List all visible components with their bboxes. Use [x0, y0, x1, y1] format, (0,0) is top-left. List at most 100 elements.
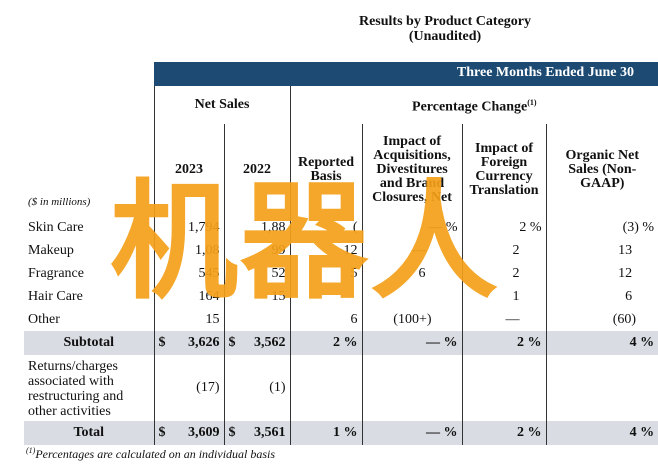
- cell-2022: 1,88: [223, 216, 291, 239]
- returns-acq: [361, 355, 463, 421]
- cell-acq: [361, 285, 463, 308]
- total-acq-value: —: [426, 425, 441, 440]
- cell-organic: 13: [545, 239, 658, 262]
- returns-organic: [545, 355, 658, 421]
- returns-2022: (1): [223, 355, 291, 421]
- total-2023: $3,609: [153, 421, 224, 445]
- total-organic-value: 4: [629, 425, 637, 440]
- cell-reported: 12: [289, 239, 363, 262]
- watermark: 机器人: [110, 168, 501, 317]
- col-2022: 2022: [223, 124, 291, 216]
- subtotal-acq-value: —: [426, 335, 441, 350]
- percent-symbol: %: [640, 335, 655, 350]
- cell-fx: 2: [461, 262, 547, 285]
- percent-symbol: %: [343, 425, 358, 440]
- total-acq: — %: [361, 421, 463, 445]
- period-banner: Three Months Ended June 30: [154, 62, 658, 84]
- percent-symbol: %: [443, 335, 458, 350]
- banner-rule: [154, 84, 658, 86]
- subtotal-2023: $3,626: [153, 331, 224, 355]
- total-reported-value: 1: [333, 425, 341, 440]
- subtotal-reported-value: 2: [333, 335, 341, 350]
- pct-change-label: Percentage Change: [412, 99, 528, 115]
- row-label: Makeup: [28, 242, 74, 258]
- net-sales-group-header: Net Sales: [153, 86, 291, 124]
- row-label: Fragrance: [28, 265, 84, 281]
- cell-reported: 5: [289, 262, 363, 285]
- total-2023-value: 3,609: [188, 425, 220, 440]
- subtotal-2022: $3,562: [223, 331, 291, 355]
- cell-acq: — %: [361, 216, 463, 239]
- col-2023: 2023: [153, 124, 224, 216]
- returns-reported: [289, 355, 363, 421]
- subtotal-organic-value: 4: [629, 335, 637, 350]
- cell-reported: (: [289, 216, 363, 239]
- col-organic: Organic Net Sales (Non-GAAP): [545, 124, 658, 216]
- subtotal-organic: 4 %: [545, 331, 658, 355]
- row-label: Skin Care: [28, 219, 84, 235]
- subtotal-reported: 2 %: [289, 331, 363, 355]
- cell-2022: [223, 308, 291, 331]
- cell-reported: 6: [289, 308, 363, 331]
- cell-2023: 164: [153, 285, 224, 308]
- cell-2022: 99: [223, 239, 291, 262]
- currency-symbol: $: [158, 425, 166, 440]
- subtotal-2023-value: 3,626: [188, 335, 220, 350]
- total-reported: 1 %: [289, 421, 363, 445]
- total-row: Total $3,609 $3,561 1 % — % 2 % 4 %: [24, 421, 658, 445]
- table-row: Fragrance 545 52 5 6 2 12: [24, 262, 658, 285]
- cell-fx: 1: [461, 285, 547, 308]
- footnote-mark: (1): [26, 446, 36, 455]
- row-label: Hair Care: [28, 288, 83, 304]
- subtotal-fx: 2 %: [461, 331, 547, 355]
- cell-2023: 1,08: [153, 239, 224, 262]
- cell-organic: (3) %: [545, 216, 658, 239]
- cell-acq: 6: [361, 262, 463, 285]
- cell-2023: 1,794: [153, 216, 224, 239]
- cell-2023: 15: [153, 308, 224, 331]
- pct-change-group-header: Percentage Change(1): [289, 86, 658, 124]
- cell-organic: 12: [545, 262, 658, 285]
- subtotal-label: Subtotal: [24, 331, 154, 355]
- cell-organic: (60): [545, 308, 658, 331]
- percent-symbol: %: [527, 425, 542, 440]
- cell-2022: 15: [223, 285, 291, 308]
- row-label: Other: [28, 311, 60, 327]
- subtotal-row: Subtotal $3,626 $3,562 2 % — % 2 % 4 %: [24, 331, 658, 355]
- currency-symbol: $: [158, 335, 166, 350]
- cell-fx: 2 %: [461, 216, 547, 239]
- currency-symbol: $: [228, 335, 236, 350]
- cell-2023: 545: [153, 262, 224, 285]
- cell-fx: 2: [461, 239, 547, 262]
- table-row: Hair Care 164 15 1 6: [24, 285, 658, 308]
- total-label: Total: [24, 421, 154, 445]
- cell-organic: 6: [545, 285, 658, 308]
- table-row: Makeup 1,08 99 12 — 2 13: [24, 239, 658, 262]
- unit-label: ($ in millions): [28, 196, 91, 208]
- footnote-text: Percentages are calculated on an individ…: [35, 447, 276, 461]
- returns-fx: [461, 355, 547, 421]
- cell-2022: 52: [223, 262, 291, 285]
- col-impact-acquisitions: Impact of Acquisitions, Divestitures and…: [361, 124, 463, 216]
- subtotal-fx-value: 2: [517, 335, 525, 350]
- total-fx: 2 %: [461, 421, 547, 445]
- percent-symbol: %: [343, 335, 358, 350]
- report-title: Results by Product Category (Unaudited): [300, 14, 590, 44]
- percent-symbol: %: [527, 335, 542, 350]
- returns-2023: (17): [153, 355, 224, 421]
- subtotal-2022-value: 3,562: [254, 335, 286, 350]
- total-fx-value: 2: [517, 425, 525, 440]
- table-row: Skin Care 1,794 1,88 ( — % 2 % (3) %: [24, 216, 658, 239]
- table-row: Other 15 6 (100+) — (60): [24, 308, 658, 331]
- pct-change-note: (1): [527, 97, 537, 107]
- cell-fx: —: [461, 308, 547, 331]
- footnote: (1)Percentages are calculated on an indi…: [26, 446, 275, 462]
- cell-acq: (100+): [361, 308, 463, 331]
- returns-row: Returns/charges associated with restruct…: [24, 355, 658, 421]
- subtotal-acq: — %: [361, 331, 463, 355]
- cell-acq: —: [361, 239, 463, 262]
- col-reported: Reported Basis: [289, 124, 363, 216]
- percent-symbol: %: [640, 425, 655, 440]
- returns-label: Returns/charges associated with restruct…: [28, 359, 124, 419]
- title-line-2: (Unaudited): [408, 29, 482, 44]
